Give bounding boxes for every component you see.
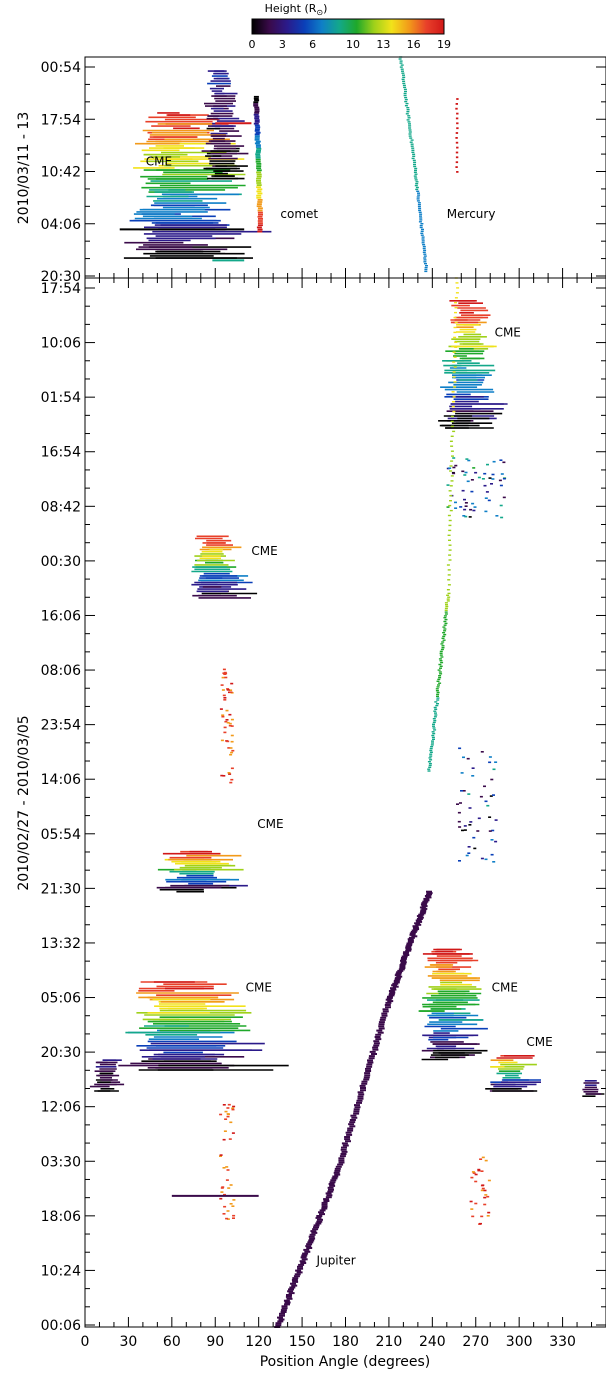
x-tick-label: 330 (549, 1334, 576, 1350)
x-tick-label: 150 (289, 1334, 316, 1350)
feature-label: Mercury (447, 207, 496, 221)
colorbar-tick-label: 6 (309, 38, 316, 51)
x-tick-label: 0 (81, 1334, 90, 1350)
x-tick-label: 60 (163, 1334, 181, 1350)
feature-label: comet (280, 207, 318, 221)
colorbar (251, 18, 445, 35)
x-tick-label: 270 (462, 1334, 489, 1350)
colorbar-tick-label: 19 (437, 38, 451, 51)
feature-label: CME (257, 817, 283, 831)
bottom-panel-axes: 17:54 10:06 01:54 16:54 08:42 00:30 16:06 08:06… (41, 268, 606, 1350)
feature-label: CME (495, 326, 521, 340)
feature-label: CME (526, 1035, 552, 1049)
x-tick-label: 240 (419, 1334, 446, 1350)
y-tick-label: 13:32 (41, 936, 81, 952)
feature-label: CME (146, 155, 172, 169)
feature-label: CME (492, 981, 518, 995)
colorbar-title: Height (R⊙) (265, 2, 328, 17)
colorbar-ticks: 0 3 6 10 13 16 19 (249, 38, 452, 51)
bottom-panel-data: CME CME CME CME CME CME Jupiter (89, 277, 605, 1328)
y-tick-label: 17:54 (41, 112, 81, 128)
colorbar-tick-label: 16 (407, 38, 421, 51)
y-tick-label: 01:54 (41, 390, 81, 406)
y-tick-label: 17:54 (41, 281, 81, 297)
top-panel-data: CME comet Mercury (119, 56, 496, 273)
y-tick-label: 10:24 (41, 1263, 81, 1279)
x-tick-label: 90 (206, 1334, 224, 1350)
y-tick-label: 23:54 (41, 718, 81, 734)
colorbar-tick-label: 0 (249, 38, 256, 51)
feature-label: CME (251, 544, 277, 558)
y-tick-label: 03:30 (41, 1154, 81, 1170)
top-panel: CME comet Mercury 00:54 17:54 10:42 04:06 20:3… (16, 56, 606, 285)
x-tick-label: 180 (332, 1334, 359, 1350)
bottom-panel-frame (84, 277, 606, 1328)
y-tick-label: 10:42 (41, 165, 81, 181)
x-tick-label: 30 (120, 1334, 138, 1350)
y-tick-label: 20:30 (41, 1045, 81, 1061)
y-tick-label: 21:30 (41, 881, 81, 897)
feature-label: CME (246, 981, 272, 995)
y-tick-label: 05:06 (41, 991, 81, 1007)
x-tick-label: 120 (245, 1334, 272, 1350)
y-tick-label: 10:06 (41, 336, 81, 352)
y-tick-label: 04:06 (41, 217, 81, 233)
y-tick-label: 00:54 (41, 60, 81, 76)
y-tick-label: 18:06 (41, 1209, 81, 1225)
x-tick-label: 210 (376, 1334, 403, 1350)
bottom-panel: CME CME CME CME CME CME Jupiter 17:54 10:06 01:5… (16, 268, 606, 1370)
y-tick-label: 00:06 (41, 1318, 81, 1334)
top-panel-axes: 00:54 17:54 10:42 04:06 20:30 (41, 60, 606, 285)
y-tick-label: 16:06 (41, 608, 81, 624)
y-tick-label: 12:06 (41, 1100, 81, 1116)
y-tick-label: 08:42 (41, 499, 81, 515)
top-panel-ylabel: 2010/03/11 - 13 (16, 112, 32, 224)
colorbar-tick-label: 13 (376, 38, 390, 51)
y-tick-label: 00:30 (41, 554, 81, 570)
colorbar-tick-label: 10 (346, 38, 360, 51)
bottom-panel-ylabel: 2010/02/27 - 2010/03/05 (16, 715, 32, 890)
x-axis-label: Position Angle (degrees) (260, 1354, 431, 1370)
y-tick-label: 08:06 (41, 663, 81, 679)
feature-label: Jupiter (316, 1253, 356, 1267)
y-tick-label: 05:54 (41, 827, 81, 843)
y-tick-label: 20:30 (41, 269, 81, 285)
x-tick-label: 300 (506, 1334, 533, 1350)
y-tick-label: 14:06 (41, 772, 81, 788)
colorbar-tick-label: 3 (279, 38, 286, 51)
y-tick-label: 16:54 (41, 445, 81, 461)
